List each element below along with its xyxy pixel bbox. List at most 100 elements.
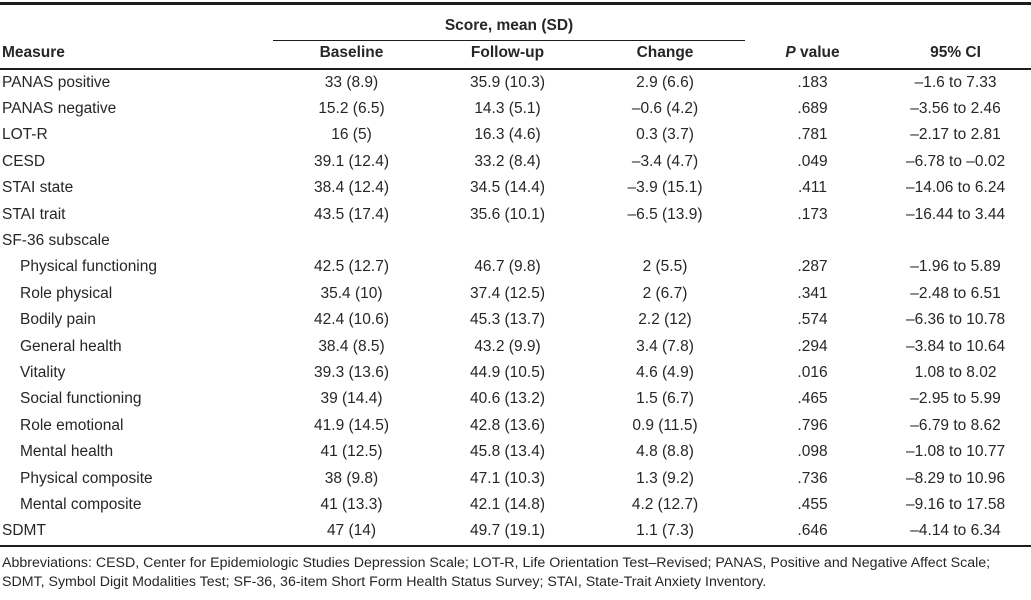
table-row: Role physical 35.4 (10) 37.4 (12.5) 2 (6…: [0, 281, 1031, 307]
ci-cell: –9.16 to 17.58: [905, 496, 1006, 513]
table-row: SF-36 subscale: [0, 228, 1031, 254]
measure-cell: Role physical: [20, 284, 113, 302]
table-row: LOT-R 16 (5) 16.3 (4.6) 0.3 (3.7) .781 –…: [0, 122, 1031, 148]
pvalue-cell: .736: [797, 469, 828, 487]
baseline-cell: [273, 228, 430, 254]
change-cell: 4.6 (4.9): [636, 363, 694, 381]
followup-cell: 42.8 (13.6): [470, 416, 545, 434]
baseline-cell: 41 (13.3): [320, 496, 383, 513]
change-cell: 0.3 (3.7): [636, 126, 694, 144]
pvalue-cell: .455: [797, 496, 828, 513]
table-row: Social functioning 39 (14.4) 40.6 (13.2)…: [0, 386, 1031, 412]
col-header-followup: Follow-up: [430, 40, 585, 70]
change-cell: 0.9 (11.5): [632, 416, 698, 434]
followup-cell: 47.1 (10.3): [470, 469, 545, 487]
measure-cell: Mental composite: [20, 496, 142, 513]
table-row: CESD 39.1 (12.4) 33.2 (8.4) –3.4 (4.7) .…: [0, 149, 1031, 175]
followup-cell: 49.7 (19.1): [470, 522, 545, 540]
followup-cell: 44.9 (10.5): [470, 363, 545, 381]
change-cell: 1.5 (6.7): [636, 390, 694, 408]
change-cell: 2.2 (12): [638, 311, 692, 329]
table-row: Bodily pain 42.4 (10.6) 45.3 (13.7) 2.2 …: [0, 307, 1031, 333]
table-row: Mental composite 41 (13.3) 42.1 (14.8) 4…: [0, 492, 1031, 518]
baseline-cell: 33 (8.9): [324, 73, 379, 91]
p-value-label-rest: value: [795, 43, 840, 61]
ci-cell: –4.14 to 6.34: [910, 522, 1001, 540]
measure-cell: Vitality: [20, 363, 66, 381]
table-row: Mental health 41 (12.5) 45.8 (13.4) 4.8 …: [0, 439, 1031, 465]
ci-cell: –6.78 to –0.02: [905, 152, 1006, 170]
followup-cell: 45.8 (13.4): [470, 443, 545, 461]
followup-cell: 14.3 (5.1): [474, 99, 541, 117]
table-row: Role emotional 41.9 (14.5) 42.8 (13.6) 0…: [0, 413, 1031, 439]
measure-cell: General health: [20, 337, 122, 355]
baseline-cell: 41 (12.5): [320, 443, 383, 461]
pvalue-cell: .294: [797, 337, 828, 355]
followup-cell: 43.2 (9.9): [474, 337, 541, 355]
baseline-cell: 42.4 (10.6): [314, 311, 389, 329]
measure-cell: Physical composite: [20, 469, 153, 487]
spanner-spacer-p: [745, 4, 880, 41]
change-cell: –3.9 (15.1): [627, 179, 703, 197]
measure-cell: STAI trait: [2, 205, 66, 223]
abbreviations-footnote: Abbreviations: CESD, Center for Epidemio…: [2, 554, 991, 590]
baseline-cell: 15.2 (6.5): [318, 99, 385, 117]
pvalue-cell: .411: [798, 179, 828, 197]
pvalue-cell: .341: [797, 284, 828, 302]
col-header-ci: 95% CI: [880, 40, 1031, 70]
table-row: STAI state 38.4 (12.4) 34.5 (14.4) –3.9 …: [0, 175, 1031, 201]
pvalue-cell: .287: [797, 258, 828, 276]
ci-cell: 1.08 to 8.02: [914, 363, 997, 381]
col-header-pvalue: P value: [745, 40, 881, 70]
baseline-cell: 42.5 (12.7): [314, 258, 389, 276]
measure-cell: LOT-R: [2, 126, 48, 144]
pvalue-cell: .016: [797, 363, 828, 381]
spanner-spacer-left: [0, 4, 273, 41]
ci-cell: –1.08 to 10.77: [905, 443, 1006, 461]
followup-cell: 35.9 (10.3): [470, 73, 545, 91]
change-cell: 2.9 (6.6): [636, 73, 694, 91]
measure-cell: Bodily pain: [20, 311, 96, 329]
table-row: STAI trait 43.5 (17.4) 35.6 (10.1) –6.5 …: [0, 202, 1031, 228]
table-header: Score, mean (SD) Measure Baseline Follow…: [0, 3, 1031, 70]
measure-cell: SF-36 subscale: [2, 231, 110, 249]
column-header-row: Measure Baseline Follow-up Change P valu…: [0, 40, 1031, 70]
col-header-change: Change: [585, 40, 746, 70]
measure-cell: Mental health: [20, 443, 114, 461]
baseline-cell: 43.5 (17.4): [314, 205, 389, 223]
ci-cell: –3.56 to 2.46: [910, 99, 1001, 117]
baseline-cell: 35.4 (10): [320, 284, 383, 302]
pvalue-cell: .689: [797, 99, 828, 117]
score-mean-sd-spanner: Score, mean (SD): [273, 3, 746, 41]
baseline-cell: 39 (14.4): [320, 390, 383, 408]
ci-cell: –2.48 to 6.51: [910, 284, 1001, 302]
measure-cell: Social functioning: [20, 390, 142, 408]
results-table: Score, mean (SD) Measure Baseline Follow…: [0, 2, 1031, 547]
followup-cell: 34.5 (14.4): [470, 179, 545, 197]
followup-cell: 35.6 (10.1): [470, 205, 545, 223]
table-row: General health 38.4 (8.5) 43.2 (9.9) 3.4…: [0, 334, 1031, 360]
p-value-italic-letter: P: [785, 43, 796, 61]
measure-cell: Physical functioning: [20, 258, 157, 276]
table-row: Physical composite 38 (9.8) 47.1 (10.3) …: [0, 466, 1031, 492]
followup-cell: 16.3 (4.6): [474, 126, 541, 144]
baseline-cell: 39.3 (13.6): [314, 363, 389, 381]
pvalue-cell: .049: [797, 152, 828, 170]
ci-cell: –8.29 to 10.96: [905, 469, 1006, 487]
baseline-cell: 16 (5): [331, 126, 372, 144]
table-row: PANAS negative 15.2 (6.5) 14.3 (5.1) –0.…: [0, 96, 1031, 122]
table-row: Vitality 39.3 (13.6) 44.9 (10.5) 4.6 (4.…: [0, 360, 1031, 386]
baseline-cell: 38.4 (8.5): [318, 337, 385, 355]
col-header-baseline: Baseline: [273, 40, 430, 70]
followup-cell: 33.2 (8.4): [474, 152, 541, 170]
change-cell: –6.5 (13.9): [627, 205, 703, 223]
spanner-spacer-ci: [880, 4, 1031, 41]
baseline-cell: 38 (9.8): [324, 469, 379, 487]
table-body: PANAS positive 33 (8.9) 35.9 (10.3) 2.9 …: [0, 69, 1031, 546]
followup-cell: 42.1 (14.8): [470, 496, 545, 513]
table-row: Physical functioning 42.5 (12.7) 46.7 (9…: [0, 254, 1031, 280]
pvalue-cell: .781: [797, 126, 828, 144]
pvalue-cell: .574: [797, 311, 828, 329]
pvalue-cell: [745, 228, 880, 254]
